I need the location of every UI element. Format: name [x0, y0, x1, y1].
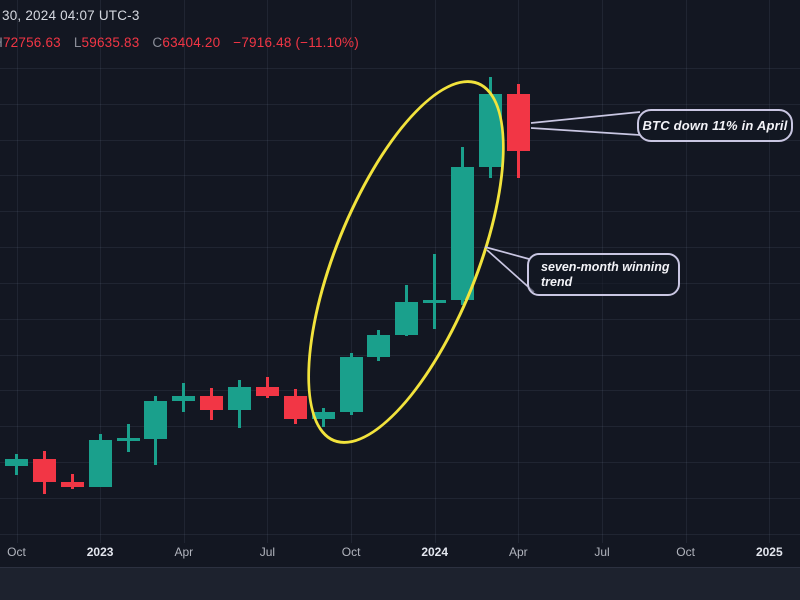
- legend-low: L59635.83: [73, 35, 140, 50]
- legend-high: H72756.63: [0, 35, 61, 50]
- callout-btc-down-april-text: BTC down 11% in April: [642, 118, 788, 133]
- candle-wick: [70, 473, 74, 489]
- v-gridline: [769, 0, 771, 543]
- callout-btc-down-april[interactable]: BTC down 11% in April: [637, 109, 793, 142]
- v-gridline: [685, 0, 687, 543]
- candle-body: [144, 401, 168, 440]
- legend-datetime: 30, 2024 04:07 UTC-3: [2, 8, 140, 23]
- candle-body: [200, 395, 224, 411]
- bottom-toolbar-strip: [0, 567, 800, 600]
- h-gridline: [0, 462, 800, 463]
- v-gridline: [100, 0, 102, 543]
- h-gridline: [0, 282, 800, 284]
- h-gridline: [0, 175, 800, 177]
- candle-body: [255, 387, 279, 396]
- h-gridline: [0, 497, 800, 499]
- candle-body: [506, 94, 530, 151]
- legend-change: −7916.48 (−11.10%): [233, 35, 359, 50]
- x-tick-oct: Oct: [7, 545, 26, 559]
- v-gridline: [183, 0, 185, 543]
- x-tick-apr: Apr: [174, 545, 194, 559]
- candle-body: [479, 94, 502, 168]
- candle-body: [451, 167, 475, 301]
- v-gridline: [351, 0, 353, 543]
- candle-body: [423, 299, 447, 303]
- x-tick-2025: 2025: [755, 545, 783, 559]
- x-tick-2023: 2023: [86, 545, 114, 559]
- price-pane[interactable]: [0, 0, 800, 567]
- h-gridline: [0, 354, 800, 356]
- legend-close: C63404.20: [152, 35, 221, 50]
- x-tick-jul: Jul: [594, 545, 610, 559]
- candle-body: [367, 335, 391, 357]
- candle-wick: [433, 254, 437, 330]
- candle-body: [172, 395, 196, 402]
- candle-body: [311, 412, 335, 420]
- h-gridline: [0, 426, 800, 428]
- x-tick-apr: Apr: [508, 545, 528, 559]
- v-gridline: [16, 0, 18, 543]
- h-gridline: [0, 139, 800, 141]
- callout-seven-month-trend[interactable]: seven-month winning trend: [527, 253, 680, 296]
- h-gridline: [0, 247, 800, 248]
- h-gridline: [0, 390, 800, 392]
- candle-body: [228, 387, 251, 411]
- time-axis[interactable]: Oct 2023 Apr Jul Oct 2024 Apr Jul Oct 2025: [0, 543, 800, 567]
- candle-body: [32, 458, 56, 483]
- v-gridline: [267, 0, 269, 543]
- h-gridline: [0, 67, 800, 69]
- h-gridline: [0, 533, 800, 535]
- h-gridline: [0, 211, 800, 213]
- x-tick-oct: Oct: [676, 545, 695, 559]
- candle-body: [5, 458, 28, 467]
- candle-body: [60, 482, 84, 487]
- x-tick-2024: 2024: [421, 545, 449, 559]
- callout-seven-month-trend-text: seven-month winning trend: [541, 259, 670, 289]
- x-tick-oct: Oct: [341, 545, 361, 559]
- x-tick-jul: Jul: [259, 545, 276, 559]
- h-gridline: [0, 103, 800, 105]
- candle-body: [116, 438, 140, 441]
- legend-ohlc-values: H72756.63 L59635.83 C63404.20 −7916.48 (…: [0, 35, 368, 50]
- candle-body: [339, 357, 363, 413]
- candle-body: [88, 439, 112, 487]
- candle-body: [395, 302, 419, 335]
- candle-body: [283, 395, 307, 420]
